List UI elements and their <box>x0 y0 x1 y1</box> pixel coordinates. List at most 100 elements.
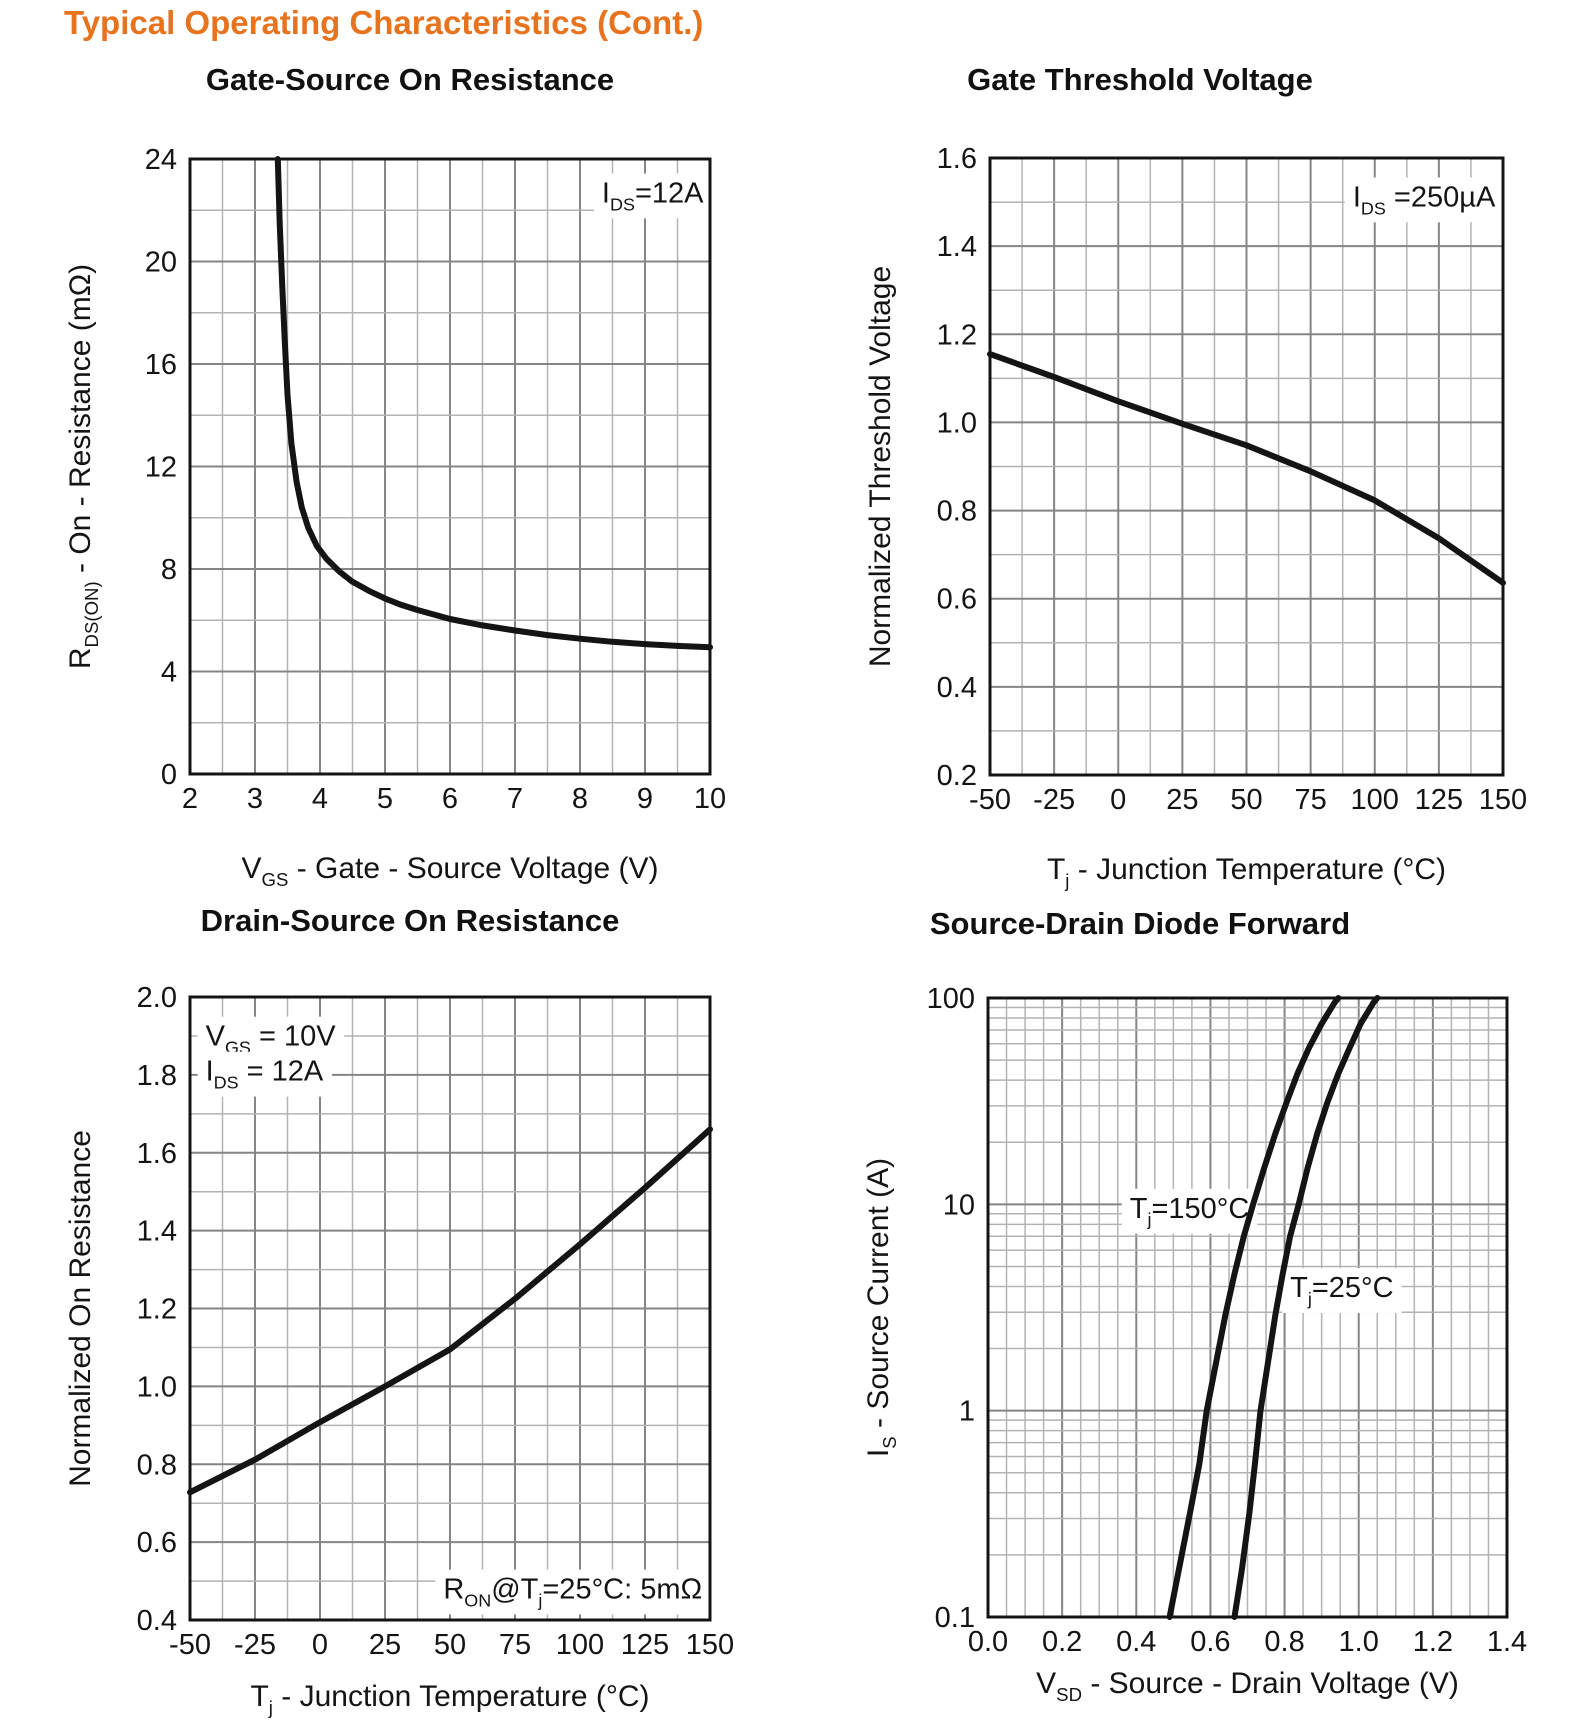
chart-source-drain-diode-forward: Tj=150°C Tj=25°C 0.0 0.2 0.4 0.6 0.8 1.0 1.2 1.4 0… <box>862 983 1527 1705</box>
x-axis-label: VSD - Source - Drain Voltage (V) <box>1036 1667 1459 1705</box>
y-tick-label: 10 <box>943 1189 975 1221</box>
y-axis-label: Normalized Threshold Voltage <box>864 266 897 667</box>
plot-area: IDS=12A 2 3 4 5 6 7 8 9 10 0 4 8 12 16 20 24 VGS - Gate -… <box>64 144 726 890</box>
y-tick-label: 24 <box>145 144 177 176</box>
x-tick-label: -50 <box>969 784 1011 816</box>
x-tick-label: 25 <box>369 1629 401 1661</box>
y-tick-label: 1.4 <box>137 1216 177 1248</box>
x-tick-label: 0.8 <box>1264 1626 1304 1658</box>
y-tick-label: 0 <box>161 759 177 791</box>
chart-title-gate-source-on-resistance: Gate-Source On Resistance <box>205 62 615 97</box>
x-tick-label: 125 <box>1415 784 1463 816</box>
x-tick-label: 1.2 <box>1413 1626 1453 1658</box>
y-tick-label: 1.2 <box>937 319 977 351</box>
plot-frame <box>188 995 712 1622</box>
y-tick-label: 1.0 <box>937 407 977 439</box>
x-tick-label: 25 <box>1166 784 1198 816</box>
x-tick-label: 0 <box>1110 784 1126 816</box>
y-tick-label: 100 <box>927 983 975 1015</box>
x-tick-label: 0 <box>312 1629 328 1661</box>
x-tick-label: 100 <box>556 1629 604 1661</box>
x-tick-label: 9 <box>637 783 653 815</box>
y-tick-label: 20 <box>145 247 177 279</box>
x-tick-label: 3 <box>247 783 263 815</box>
annotation: IDS = 12A <box>206 1056 324 1093</box>
annotation-bg <box>593 173 713 219</box>
data-curve <box>187 1126 713 1496</box>
y-tick-label: 2.0 <box>137 982 177 1014</box>
x-tick-label: -50 <box>169 1629 211 1661</box>
chart-title-source-drain-diode-forward: Source-Drain Diode Forward <box>929 906 1351 941</box>
page-title: Typical Operating Characteristics (Cont.… <box>64 4 704 41</box>
x-tick-label: 75 <box>1294 784 1326 816</box>
plot-frame <box>188 157 712 776</box>
plot-area: Tj=150°C Tj=25°C 0.0 0.2 0.4 0.6 0.8 1.0 1.2 1.4 0… <box>862 983 1527 1705</box>
y-axis-label: Normalized On Resistance <box>64 1130 97 1487</box>
x-tick-label: 0.2 <box>1042 1626 1082 1658</box>
data-curve <box>987 351 1506 586</box>
data-curve <box>1231 995 1381 1620</box>
x-tick-label: 2 <box>182 783 198 815</box>
y-tick-label: 8 <box>161 554 177 586</box>
x-tick-label: 4 <box>312 783 328 815</box>
x-tick-label: 100 <box>1351 784 1399 816</box>
plot-frame <box>986 996 1509 1619</box>
y-axis-label: RDS(ON) - On - Resistance (mΩ) <box>64 264 102 669</box>
annotation: Tj=25°C <box>1290 1272 1393 1309</box>
y-tick-label: 0.2 <box>937 760 977 792</box>
x-tick-label: 75 <box>499 1629 531 1661</box>
y-tick-label: 0.4 <box>937 672 977 704</box>
y-tick-label: 0.1 <box>935 1602 975 1634</box>
chart-gate-threshold-voltage: IDS =250µA -50 -25 0 25 50 75 100 125 150 0.2 0.4 0.… <box>864 143 1527 891</box>
annotation-bg <box>1282 1268 1402 1313</box>
x-tick-label: 125 <box>621 1629 669 1661</box>
y-tick-label: 1.2 <box>137 1294 177 1326</box>
x-axis-label: Tj - Junction Temperature (°C) <box>1047 853 1446 891</box>
data-curve <box>274 156 713 651</box>
y-tick-label: 4 <box>161 657 177 689</box>
x-tick-label: 0.6 <box>1190 1626 1230 1658</box>
y-tick-label: 16 <box>145 349 177 381</box>
y-tick-label: 0.4 <box>137 1605 177 1637</box>
y-tick-label: 1.6 <box>937 143 977 175</box>
y-tick-label: 1.6 <box>137 1138 177 1170</box>
y-tick-label: 0.8 <box>137 1449 177 1481</box>
annotation: Tj=150°C <box>1130 1193 1250 1230</box>
y-tick-label: 1.0 <box>137 1371 177 1403</box>
x-axis-label: VGS - Gate - Source Voltage (V) <box>241 852 658 890</box>
x-tick-label: 1.4 <box>1487 1626 1527 1658</box>
x-axis-label: Tj - Junction Temperature (°C) <box>250 1680 649 1718</box>
x-tick-label: -25 <box>234 1629 276 1661</box>
y-tick-label: 1.8 <box>137 1060 177 1092</box>
y-tick-label: 1 <box>959 1396 975 1428</box>
y-axis-label: IS - Source Current (A) <box>862 1158 900 1457</box>
annotation-bg <box>435 1569 711 1615</box>
x-tick-label: 0.0 <box>968 1626 1008 1658</box>
x-tick-label: 150 <box>1479 784 1527 816</box>
x-tick-label: 1.0 <box>1339 1626 1379 1658</box>
chart-title-gate-threshold-voltage: Gate Threshold Voltage <box>967 62 1313 97</box>
x-tick-label: 0.4 <box>1116 1626 1156 1658</box>
y-tick-label: 0.8 <box>937 496 977 528</box>
x-tick-label: 50 <box>434 1629 466 1661</box>
y-tick-label: 0.6 <box>937 584 977 616</box>
x-tick-label: 7 <box>507 783 523 815</box>
x-tick-label: 50 <box>1230 784 1262 816</box>
x-tick-label: 6 <box>442 783 458 815</box>
x-tick-label: 10 <box>694 783 726 815</box>
plot-frame <box>988 156 1505 777</box>
annotation-bg <box>1344 177 1504 223</box>
data-curve <box>1166 995 1342 1620</box>
x-tick-label: 5 <box>377 783 393 815</box>
annotation: IDS =250µA <box>1353 181 1496 218</box>
chart-title-drain-source-on-resistance: Drain-Source On Resistance <box>200 903 620 938</box>
y-tick-label: 1.4 <box>937 231 977 263</box>
chart-gate-source-on-resistance: IDS=12A 2 3 4 5 6 7 8 9 10 0 4 8 12 16 20 24 VGS - Gate -… <box>64 144 726 890</box>
y-tick-label: 0.6 <box>137 1527 177 1559</box>
x-tick-label: -25 <box>1033 784 1075 816</box>
annotation-bg <box>197 1051 332 1097</box>
y-tick-label: 12 <box>145 452 177 484</box>
